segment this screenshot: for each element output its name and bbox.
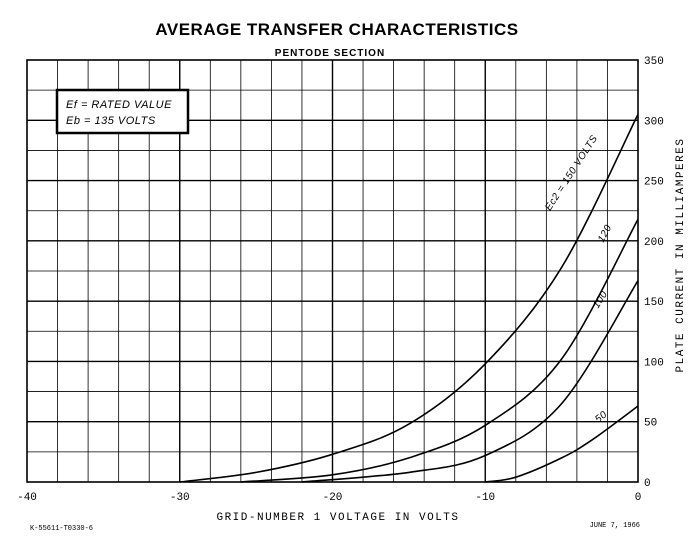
tick-labels: -40 -30 -20 -10 00 50 100 150 200 250 300 350 bbox=[17, 56, 664, 504]
curve-50 bbox=[485, 405, 639, 483]
footer-code: K-55611-T0330-6 bbox=[30, 525, 93, 533]
x-tick-label: 0 bbox=[635, 492, 642, 504]
x-tick-label: -10 bbox=[475, 492, 495, 504]
curve-ec2-150-volts bbox=[179, 113, 639, 483]
curve-label: 50 bbox=[593, 409, 609, 425]
curve-100 bbox=[301, 280, 639, 483]
y-tick-label: 250 bbox=[644, 177, 664, 189]
y-tick-label: 150 bbox=[644, 297, 664, 309]
curve-label: Ec2 = 150 VOLTS bbox=[543, 133, 600, 212]
chart-title: AVERAGE TRANSFER CHARACTERISTICS bbox=[155, 20, 518, 39]
footer-date: JUNE 7, 1966 bbox=[590, 522, 640, 530]
y-tick-label: 200 bbox=[644, 237, 664, 249]
y-axis-label: PLATE CURRENT IN MILLIAMPERES bbox=[675, 138, 687, 373]
chart-subtitle: PENTODE SECTION bbox=[275, 48, 385, 59]
x-tick-label: -20 bbox=[323, 492, 343, 504]
plot-grid bbox=[26, 59, 639, 483]
x-tick-label: -30 bbox=[170, 492, 190, 504]
y-tick-label: 100 bbox=[644, 357, 664, 369]
conditions-box: Ef = RATED VALUE Eb = 135 VOLTS bbox=[55, 88, 190, 135]
y-tick-label: 350 bbox=[644, 56, 664, 68]
y-tick-label: 0 bbox=[644, 478, 651, 490]
x-axis-label: GRID-NUMBER 1 VOLTAGE IN VOLTS bbox=[216, 512, 459, 524]
condition-eb: Eb = 135 VOLTS bbox=[66, 115, 156, 127]
y-tick-label: 50 bbox=[644, 418, 657, 430]
y-tick-label: 300 bbox=[644, 116, 664, 128]
condition-ef: Ef = RATED VALUE bbox=[66, 99, 172, 111]
curve-120 bbox=[240, 218, 639, 483]
x-tick-label: -40 bbox=[17, 492, 37, 504]
